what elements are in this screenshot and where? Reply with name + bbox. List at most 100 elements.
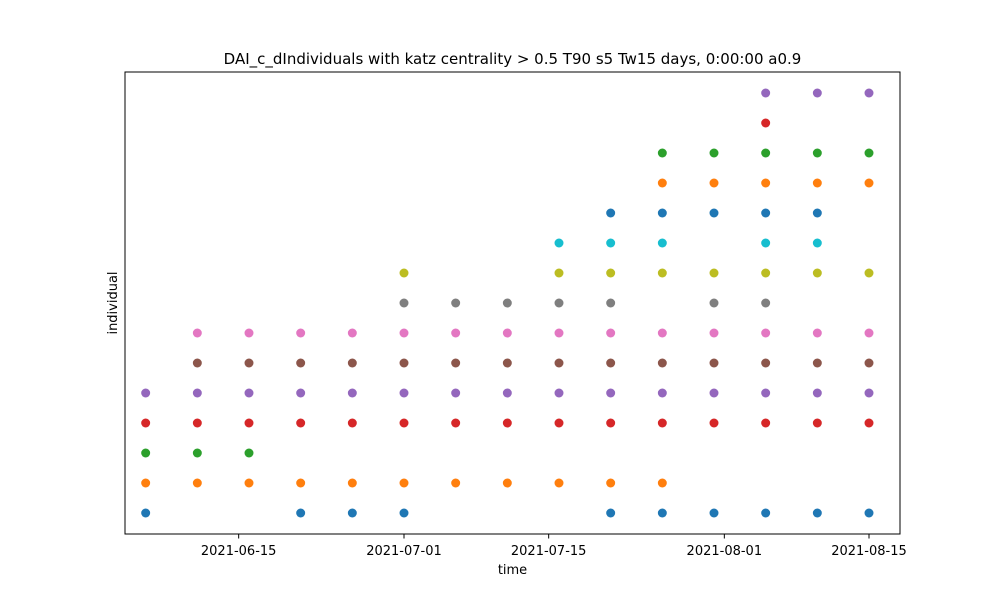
point-individual-11-2021-08-05 (761, 178, 771, 188)
point-individual-7-2021-07-01 (399, 298, 409, 308)
point-individual-1-2021-07-16 (554, 478, 564, 488)
point-individual-1-2021-07-01 (399, 478, 409, 488)
point-individual-0-2021-08-05 (761, 508, 771, 518)
point-individual-7-2021-07-06 (451, 298, 461, 308)
point-individual-0-2021-06-21 (296, 508, 306, 518)
chart-title: DAI_c_dIndividuals with katz centrality … (224, 50, 802, 69)
point-individual-14-2021-08-10 (812, 88, 822, 98)
point-individual-12-2021-07-31 (709, 148, 719, 158)
point-individual-3-2021-06-11 (192, 418, 202, 428)
point-individual-8-2021-07-16 (554, 268, 564, 278)
point-individual-4-2021-06-21 (296, 388, 306, 398)
point-individual-9-2021-08-10 (812, 238, 822, 248)
point-individual-1-2021-07-11 (502, 478, 512, 488)
point-individual-9-2021-07-21 (606, 238, 616, 248)
point-individual-5-2021-06-16 (244, 358, 254, 368)
point-individual-6-2021-06-16 (244, 328, 254, 338)
point-individual-10-2021-07-31 (709, 208, 719, 218)
point-individual-0-2021-06-06 (141, 508, 151, 518)
point-individual-5-2021-07-01 (399, 358, 409, 368)
point-individual-2-2021-06-06 (141, 448, 151, 458)
point-individual-12-2021-08-15 (864, 148, 874, 158)
point-individual-6-2021-08-15 (864, 328, 874, 338)
point-individual-5-2021-07-06 (451, 358, 461, 368)
x-tick-label-2021-06-15: 2021-06-15 (201, 544, 277, 559)
point-individual-7-2021-07-31 (709, 298, 719, 308)
point-individual-3-2021-06-26 (347, 418, 357, 428)
point-individual-9-2021-08-05 (761, 238, 771, 248)
point-individual-12-2021-07-26 (657, 148, 667, 158)
point-individual-6-2021-07-01 (399, 328, 409, 338)
point-individual-7-2021-07-16 (554, 298, 564, 308)
x-tick-label-2021-08-15: 2021-08-15 (831, 544, 907, 559)
point-individual-3-2021-06-21 (296, 418, 306, 428)
point-individual-9-2021-07-26 (657, 238, 667, 248)
point-individual-11-2021-07-31 (709, 178, 719, 188)
point-individual-7-2021-07-21 (606, 298, 616, 308)
point-individual-1-2021-06-16 (244, 478, 254, 488)
points-layer (141, 88, 874, 518)
point-individual-5-2021-07-16 (554, 358, 564, 368)
point-individual-5-2021-07-11 (502, 358, 512, 368)
point-individual-6-2021-07-21 (606, 328, 616, 338)
point-individual-0-2021-07-26 (657, 508, 667, 518)
point-individual-9-2021-07-16 (554, 238, 564, 248)
point-individual-3-2021-07-31 (709, 418, 719, 428)
point-individual-3-2021-08-15 (864, 418, 874, 428)
point-individual-4-2021-07-26 (657, 388, 667, 398)
point-individual-8-2021-08-05 (761, 268, 771, 278)
point-individual-7-2021-08-05 (761, 298, 771, 308)
point-individual-4-2021-07-16 (554, 388, 564, 398)
point-individual-5-2021-08-10 (812, 358, 822, 368)
point-individual-8-2021-07-26 (657, 268, 667, 278)
point-individual-10-2021-07-26 (657, 208, 667, 218)
point-individual-1-2021-06-06 (141, 478, 151, 488)
point-individual-1-2021-06-26 (347, 478, 357, 488)
point-individual-11-2021-07-26 (657, 178, 667, 188)
point-individual-5-2021-06-21 (296, 358, 306, 368)
point-individual-4-2021-08-05 (761, 388, 771, 398)
point-individual-12-2021-08-10 (812, 148, 822, 158)
point-individual-6-2021-06-26 (347, 328, 357, 338)
point-individual-8-2021-07-01 (399, 268, 409, 278)
point-individual-3-2021-06-16 (244, 418, 254, 428)
point-individual-6-2021-08-05 (761, 328, 771, 338)
point-individual-4-2021-07-11 (502, 388, 512, 398)
point-individual-4-2021-07-06 (451, 388, 461, 398)
point-individual-6-2021-08-10 (812, 328, 822, 338)
point-individual-5-2021-07-26 (657, 358, 667, 368)
point-individual-10-2021-08-10 (812, 208, 822, 218)
point-individual-8-2021-08-10 (812, 268, 822, 278)
point-individual-6-2021-07-26 (657, 328, 667, 338)
x-tick-label-2021-07-01: 2021-07-01 (366, 544, 442, 559)
point-individual-3-2021-06-06 (141, 418, 151, 428)
point-individual-8-2021-08-15 (864, 268, 874, 278)
point-individual-1-2021-06-11 (192, 478, 202, 488)
point-individual-5-2021-07-21 (606, 358, 616, 368)
point-individual-4-2021-08-15 (864, 388, 874, 398)
point-individual-1-2021-07-06 (451, 478, 461, 488)
point-individual-3-2021-07-26 (657, 418, 667, 428)
x-tick-label-2021-08-01: 2021-08-01 (687, 544, 763, 559)
point-individual-0-2021-08-15 (864, 508, 874, 518)
axes-frame (124, 71, 901, 535)
point-individual-12-2021-08-05 (761, 148, 771, 158)
point-individual-8-2021-07-21 (606, 268, 616, 278)
point-individual-3-2021-07-21 (606, 418, 616, 428)
point-individual-3-2021-07-16 (554, 418, 564, 428)
point-individual-6-2021-06-11 (192, 328, 202, 338)
point-individual-1-2021-07-21 (606, 478, 616, 488)
point-individual-6-2021-07-06 (451, 328, 461, 338)
point-individual-2-2021-06-11 (192, 448, 202, 458)
point-individual-1-2021-07-26 (657, 478, 667, 488)
point-individual-3-2021-07-01 (399, 418, 409, 428)
point-individual-5-2021-06-11 (192, 358, 202, 368)
point-individual-0-2021-08-10 (812, 508, 822, 518)
point-individual-3-2021-08-10 (812, 418, 822, 428)
x-axis-label: time (498, 563, 527, 578)
point-individual-14-2021-08-05 (761, 88, 771, 98)
point-individual-0-2021-06-26 (347, 508, 357, 518)
